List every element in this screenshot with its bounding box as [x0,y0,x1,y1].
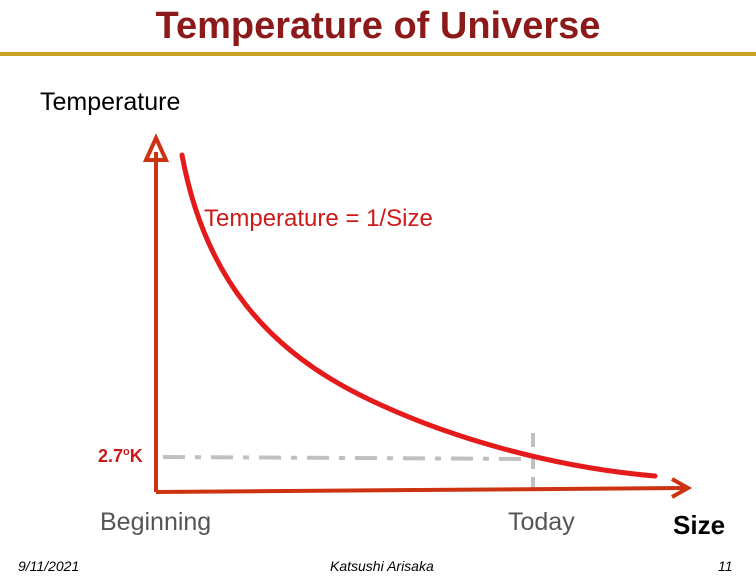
x-axis-line [155,486,685,494]
x-today-label: Today [508,508,575,536]
equation-label: Temperature = 1/Size [204,205,433,232]
y-axis-arrow-icon [142,133,170,162]
cmb-temperature-label: 2.7oK [98,446,143,467]
inverse-curve [179,152,658,479]
footer-date: 9/11/2021 [18,558,80,574]
title-rule [0,52,756,56]
x-start-label: Beginning [100,508,212,536]
today-horizontal-guide [162,455,533,461]
cmb-degree: o [123,446,130,458]
x-axis-arrow-icon [671,477,693,499]
footer-page-number: 11 [718,558,733,574]
cmb-unit: K [129,446,143,466]
x-axis-label: Size [673,510,726,540]
footer-author: Katsushi Arisaka [330,558,434,574]
slide-title: Temperature of Universe [155,5,601,47]
cmb-value: 2.7 [98,446,124,466]
y-axis-label: Temperature [40,88,181,116]
